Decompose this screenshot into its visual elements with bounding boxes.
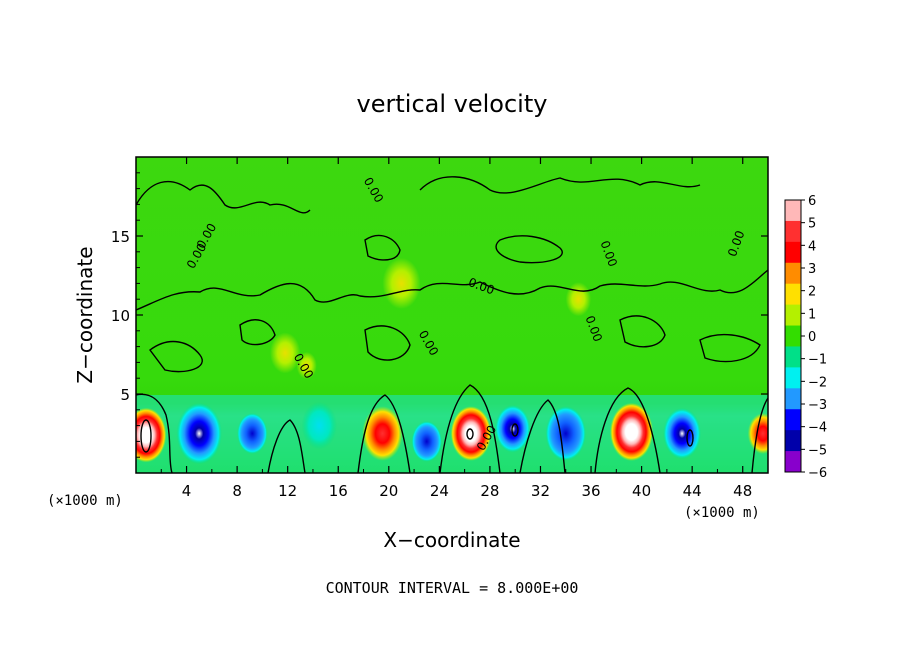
velocity-cell [545,406,586,461]
velocity-cell [663,407,702,460]
colorbar-segment [785,283,801,306]
contour-line [511,423,519,437]
velocity-cell [176,402,222,465]
y-tick-label: 15 [111,228,130,246]
contour-line [751,397,768,473]
colorbar-segment [785,367,801,389]
contour-line [495,235,563,264]
x-tick-label: 40 [632,482,651,500]
contour-line [419,176,701,194]
colorbar-segment [785,325,801,347]
contour-line [357,394,411,473]
contour-line [140,419,152,453]
colorbar-tick-label: −1 [808,353,827,368]
y-axis: 5 10 15 [111,172,768,458]
x-tick-label: 44 [683,482,702,500]
colorbar-tick-label: −6 [808,466,827,481]
contour-line [136,393,173,473]
colorbar-tick-label: 1 [808,307,816,322]
x-tick-label: 12 [278,482,297,500]
colorbar-tick-label: 3 [808,262,816,277]
contour-line [364,234,401,261]
colorbar-segment [785,346,801,368]
y-tick-label: 5 [120,386,130,404]
colorbar-tick-label: 0 [808,330,816,345]
plot-area: 0.000.000.000.00 0.000.000.000.000.000.00 [136,157,768,473]
colorbar-tick-label: 4 [808,239,816,254]
velocity-cell [610,402,653,461]
colorbar-segment [785,241,801,264]
contour-lines [136,176,768,473]
x-tick-label: 20 [379,482,398,500]
velocity-cell [237,413,268,454]
velocity-cell [382,257,421,309]
colorbar: 6 5 4 3 2 1 0 −1 −2 −3 −4 −5 −6 [784,194,827,481]
colorbar-segment [785,430,801,452]
contour-line [136,180,311,214]
x-tick-label: 8 [232,482,242,500]
colorbar-tick-label: −5 [808,443,827,458]
colorbar-segment [785,451,801,473]
contour-line [519,399,566,473]
x-tick-label: 16 [329,482,348,500]
y-axis-label: Z−coordinate [73,246,97,383]
x-unit-right: (×1000 m) [684,505,760,521]
colorbar-segment [785,200,801,222]
x-tick-label: 32 [531,482,550,500]
contour-line [594,387,661,473]
contour-line [136,269,768,311]
velocity-cell [301,401,337,450]
colorbar-tick-label: 5 [808,217,816,232]
y-tick-label: 10 [111,307,130,325]
velocity-cell [450,406,492,461]
contour-line [619,315,666,348]
colorbar-tick-label: −2 [808,375,827,390]
contour-line [699,333,761,363]
velocity-cell [269,332,301,374]
x-axis-label: X−coordinate [383,528,520,552]
colorbar-segment [785,388,801,410]
colorbar-tick-label: −4 [808,421,827,436]
colorbar-segment [785,304,801,327]
features-layer [136,257,768,465]
velocity-cell [747,413,768,454]
velocity-cell [411,420,442,462]
velocity-cell [362,406,403,461]
colorbar-tick-label: −3 [808,398,827,413]
contour-line [267,419,306,473]
x-tick-label: 48 [733,482,752,500]
colorbar-segment [785,220,801,243]
contour-line [364,325,411,361]
contour-interval-footer: CONTOUR INTERVAL = 8.000E+00 [326,579,579,597]
x-tick-label: 28 [480,482,499,500]
contour-line [439,384,501,473]
x-unit-left: (×1000 m) [47,493,123,509]
contour-line [239,319,276,346]
x-tick-label: 36 [581,482,600,500]
chart-title: vertical velocity [357,90,548,118]
colorbar-segment [785,262,801,285]
velocity-cell [565,282,592,317]
contour-line [686,429,694,447]
colorbar-segment [785,409,801,431]
colorbar-tick-label: 6 [808,194,816,209]
contour-line [149,340,203,373]
x-tick-label: 24 [430,482,449,500]
colorbar-tick-label: 2 [808,285,816,300]
contour-line [466,428,474,440]
x-tick-label: 4 [182,482,192,500]
velocity-cell [136,407,167,463]
velocity-cell [296,351,317,380]
x-axis: 4 8 12 16 20 24 28 32 36 40 44 48 [160,157,752,500]
